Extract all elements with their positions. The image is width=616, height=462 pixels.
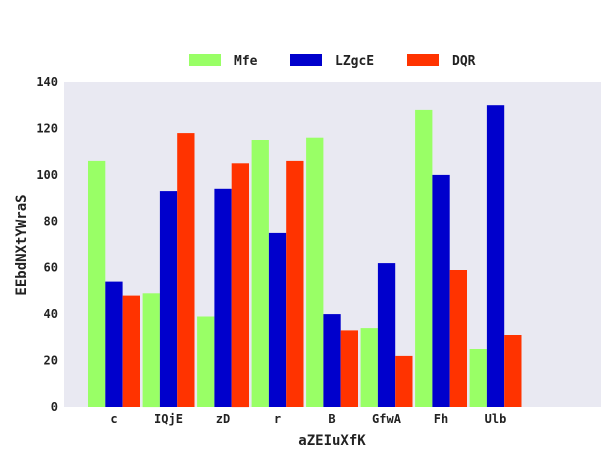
- bar-DQR-IQjE: [177, 133, 195, 407]
- legend-label-LZgcE: LZgcE: [335, 54, 374, 69]
- bar-Mfe-IQjE: [142, 293, 160, 408]
- bar-LZgcE-Fh: [432, 174, 450, 407]
- x-tick-label: zD: [216, 412, 230, 426]
- bar-LZgcE-Ulb: [486, 105, 505, 407]
- y-axis-title: EEbdNXtYWraS: [14, 194, 30, 295]
- legend-swatch-Mfe: [189, 54, 221, 66]
- y-tick-label: 80: [44, 214, 58, 228]
- legend-swatch-LZgcE: [290, 54, 322, 66]
- bar-LZgcE-IQjE: [159, 191, 178, 407]
- bar-Mfe-c: [88, 160, 106, 407]
- y-tick-label: 20: [44, 354, 58, 368]
- bar-Mfe-B: [306, 137, 324, 407]
- y-tick-label: 0: [51, 400, 58, 414]
- x-tick-label: IQjE: [154, 412, 183, 426]
- bar-LZgcE-r: [268, 232, 287, 407]
- bar-LZgcE-c: [105, 281, 123, 407]
- bars-group: [88, 105, 522, 408]
- legend-swatch-DQR: [407, 54, 439, 66]
- x-tick-label: GfwA: [372, 412, 402, 426]
- legend-label-DQR: DQR: [452, 54, 476, 69]
- x-tick-label: Ulb: [485, 412, 507, 426]
- bar-DQR-Ulb: [504, 335, 522, 407]
- legend: Mfe LZgcE DQR: [189, 54, 476, 69]
- x-tick-label: B: [328, 412, 335, 426]
- y-tick-label: 60: [44, 261, 58, 275]
- x-tick-label: r: [274, 412, 281, 426]
- bar-Mfe-GfwA: [360, 328, 378, 407]
- legend-label-Mfe: Mfe: [234, 54, 258, 69]
- bar-DQR-B: [340, 330, 358, 407]
- y-tick-label: 40: [44, 307, 58, 321]
- bar-DQR-r: [286, 160, 304, 407]
- bar-DQR-Fh: [449, 270, 467, 407]
- bar-Mfe-r: [251, 140, 269, 407]
- bar-DQR-GfwA: [395, 355, 413, 407]
- y-tick-label: 120: [36, 121, 58, 135]
- x-tick-label: c: [110, 412, 117, 426]
- bar-DQR-c: [122, 295, 140, 407]
- bar-Mfe-Fh: [415, 109, 433, 408]
- bar-LZgcE-B: [323, 314, 341, 407]
- bar-LZgcE-GfwA: [377, 263, 396, 407]
- y-axis-ticks: 0 20 40 60 80 100 120 140: [36, 75, 58, 414]
- y-tick-label: 100: [36, 168, 58, 182]
- bar-Mfe-Ulb: [469, 349, 487, 407]
- y-tick-label: 140: [36, 75, 58, 89]
- x-tick-label: Fh: [434, 412, 448, 426]
- x-axis-ticks: c IQjE zD r B GfwA Fh Ulb: [110, 412, 506, 426]
- bar-LZgcE-zD: [214, 188, 232, 407]
- bar-Mfe-zD: [197, 316, 215, 407]
- bar-DQR-zD: [231, 163, 249, 408]
- x-axis-title: aZEIuXfK: [298, 433, 366, 449]
